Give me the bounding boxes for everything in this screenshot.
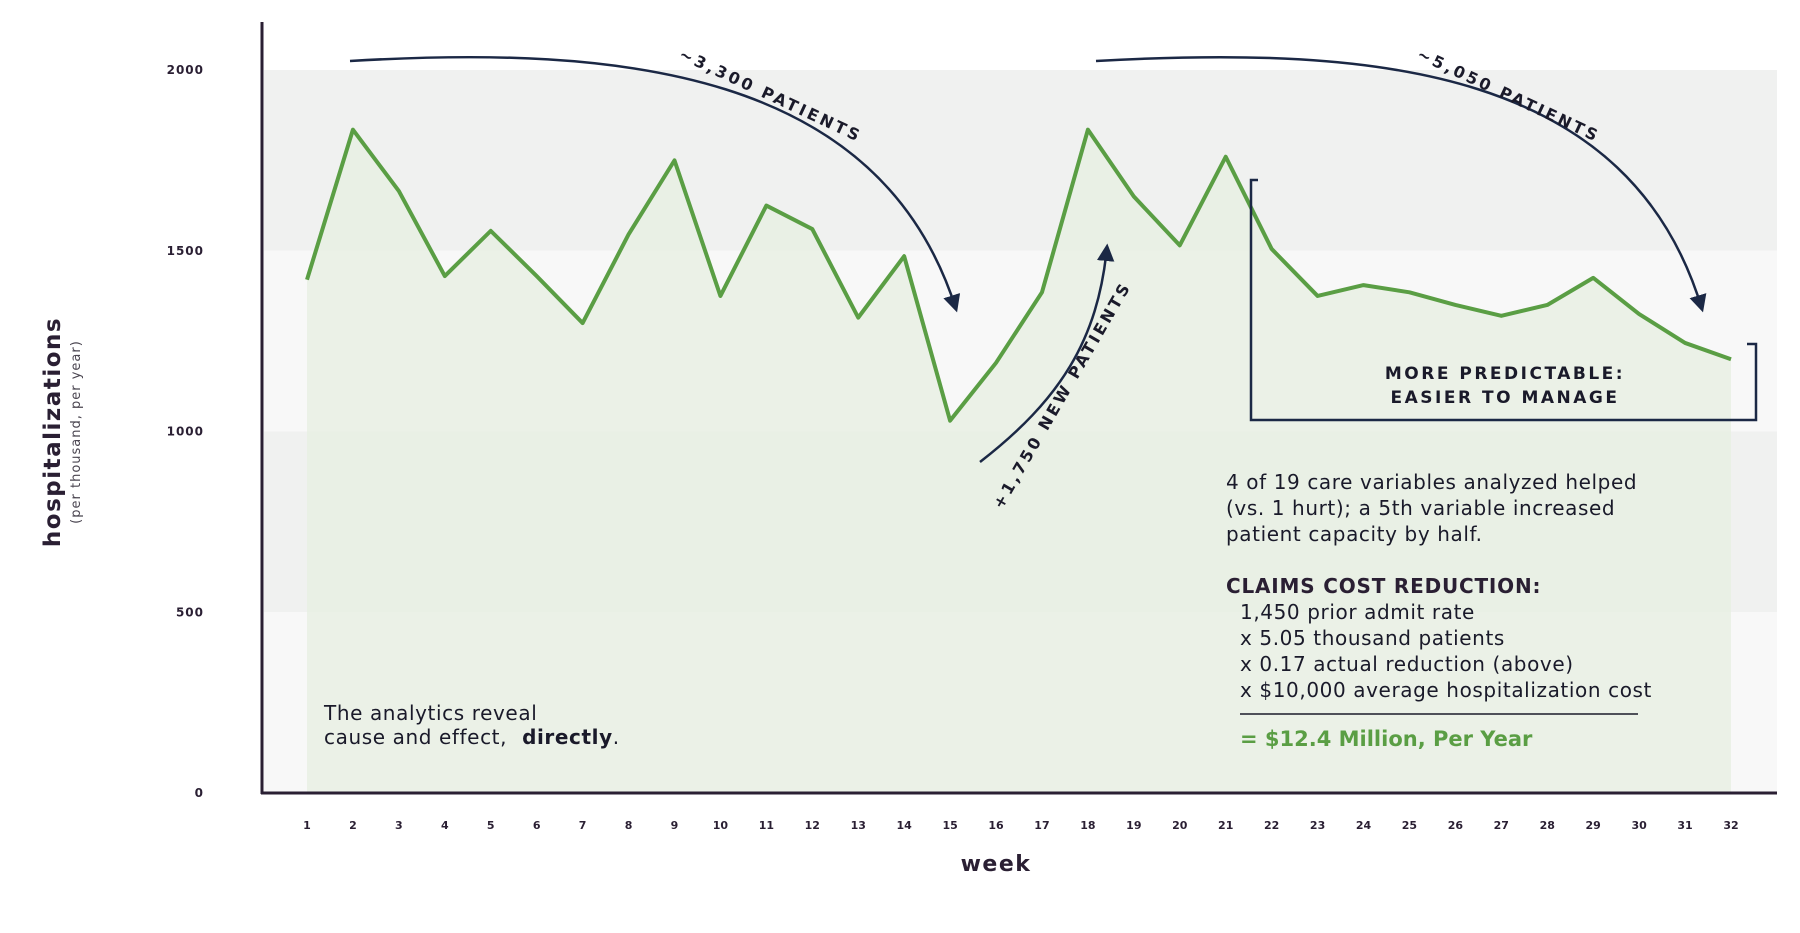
left-note-suffix: . bbox=[613, 725, 620, 749]
x-tick-label: 23 bbox=[1310, 819, 1325, 832]
predictable-bracket bbox=[1249, 178, 1758, 422]
x-tick-label: 25 bbox=[1402, 819, 1417, 832]
x-tick-label: 29 bbox=[1586, 819, 1601, 832]
left-note-prefix: cause and effect, bbox=[324, 725, 507, 749]
x-tick-label: 11 bbox=[759, 819, 774, 832]
y-tick-label: 2000 bbox=[167, 63, 204, 77]
x-tick-label: 30 bbox=[1631, 819, 1647, 832]
right-note-line2: (vs. 1 hurt); a 5th variable increased bbox=[1226, 496, 1615, 520]
hospitalizations-area bbox=[307, 129, 1731, 793]
y-tick-label: 0 bbox=[195, 786, 204, 800]
box-label-line1: MORE PREDICTABLE: bbox=[1385, 364, 1625, 384]
claims-line2: x 5.05 thousand patients bbox=[1240, 626, 1505, 650]
left-note-bold: directly bbox=[522, 725, 613, 749]
y-axis-label: hospitalizations bbox=[40, 317, 66, 547]
claims-line3: x 0.17 actual reduction (above) bbox=[1240, 652, 1574, 676]
right-note-line1: 4 of 19 care variables analyzed helped bbox=[1226, 470, 1637, 494]
arc-arrow-2 bbox=[1095, 55, 1707, 313]
y-axis-label-group: hospitalizations bbox=[40, 317, 66, 547]
x-tick-label: 19 bbox=[1126, 819, 1141, 832]
y-tick-label: 1000 bbox=[167, 425, 204, 439]
y-tick-label: 1500 bbox=[167, 244, 204, 258]
x-tick-label: 7 bbox=[579, 819, 587, 832]
x-tick-label: 10 bbox=[713, 819, 729, 832]
x-tick-label: 31 bbox=[1677, 819, 1692, 832]
y-tick-label: 500 bbox=[176, 605, 204, 619]
x-tick-label: 12 bbox=[805, 819, 820, 832]
x-tick-label: 28 bbox=[1540, 819, 1555, 832]
hospitalizations-line bbox=[305, 127, 1732, 423]
x-tick-label: 20 bbox=[1172, 819, 1188, 832]
y-tick-labels: 2000 1500 1000 500 0 bbox=[167, 63, 204, 800]
y-axis-sublabel-group: (per thousand, per year) bbox=[69, 340, 84, 524]
x-tick-label: 1 bbox=[303, 819, 311, 832]
y-axis-sublabel: (per thousand, per year) bbox=[69, 340, 84, 524]
x-tick-label: 4 bbox=[441, 819, 449, 832]
x-tick-label: 17 bbox=[1034, 819, 1049, 832]
x-axis-label: week bbox=[961, 852, 1032, 877]
left-note-line2: cause and effect, directly. bbox=[324, 725, 620, 749]
claims-line1: 1,450 prior admit rate bbox=[1240, 600, 1475, 624]
x-tick-label: 15 bbox=[942, 819, 957, 832]
claims-line4: x $10,000 average hospitalization cost bbox=[1240, 678, 1652, 702]
left-note-line1: The analytics reveal bbox=[323, 701, 537, 725]
x-tick-label: 16 bbox=[988, 819, 1004, 832]
background-band bbox=[264, 70, 1777, 251]
x-tick-label: 2 bbox=[349, 819, 357, 832]
x-tick-label: 9 bbox=[671, 819, 679, 832]
x-tick-label: 14 bbox=[897, 819, 913, 832]
x-tick-label: 22 bbox=[1264, 819, 1279, 832]
x-tick-label: 8 bbox=[625, 819, 633, 832]
x-tick-label: 5 bbox=[487, 819, 495, 832]
x-tick-label: 18 bbox=[1080, 819, 1095, 832]
arc-arrow-1 bbox=[349, 55, 961, 313]
claims-result: = $12.4 Million, Per Year bbox=[1240, 727, 1533, 751]
x-tick-labels: 1 2 3 4 5 6 7 8 9 10 11 12 13 14 15 16 17 18 19 20 21 22 23 24 2… bbox=[303, 819, 1738, 832]
box-label-line2: EASIER TO MANAGE bbox=[1391, 388, 1620, 408]
x-tick-label: 6 bbox=[533, 819, 541, 832]
claims-heading: CLAIMS COST REDUCTION: bbox=[1226, 574, 1541, 598]
x-tick-label: 21 bbox=[1218, 819, 1233, 832]
x-tick-label: 27 bbox=[1494, 819, 1509, 832]
x-tick-label: 24 bbox=[1356, 819, 1372, 832]
right-note-line3: patient capacity by half. bbox=[1226, 522, 1483, 546]
x-tick-label: 32 bbox=[1723, 819, 1738, 832]
x-tick-label: 26 bbox=[1448, 819, 1464, 832]
x-tick-label: 3 bbox=[395, 819, 403, 832]
x-tick-label: 13 bbox=[851, 819, 866, 832]
rise-arrow bbox=[979, 243, 1115, 463]
